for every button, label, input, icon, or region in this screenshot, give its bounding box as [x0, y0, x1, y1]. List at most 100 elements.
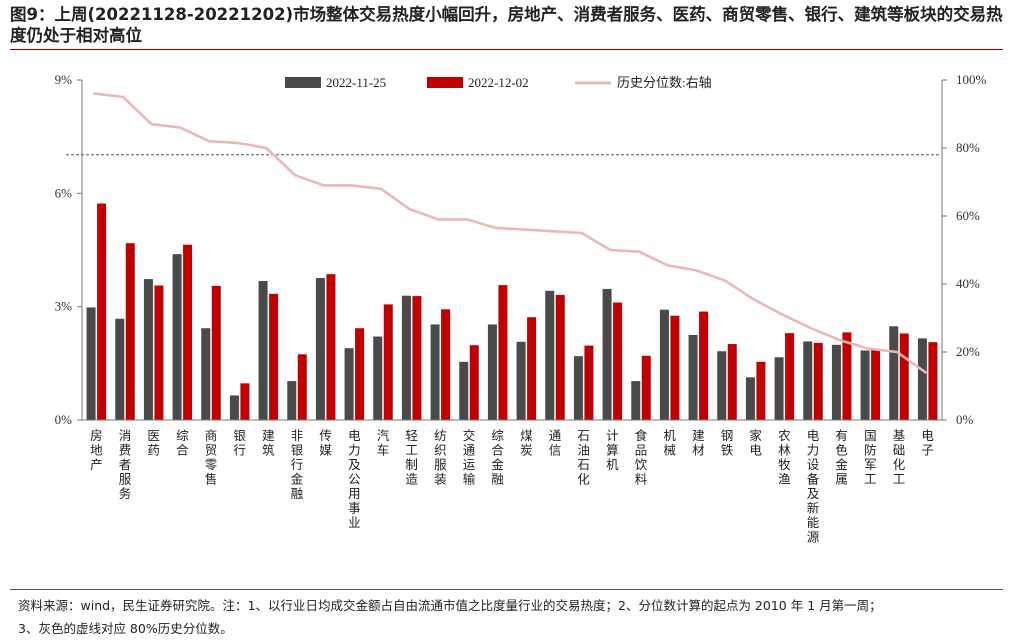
bar-2022-12-02-电力及公用事业: [355, 328, 365, 420]
category-label-char: 械: [663, 443, 676, 458]
category-label-char: 业: [348, 515, 361, 530]
category-label-char: 料: [635, 472, 648, 487]
category-label-char: 机: [606, 457, 619, 472]
bar-2022-12-02-煤炭: [527, 317, 537, 420]
category-label-char: 工: [405, 443, 418, 458]
category-label-char: 及: [348, 457, 361, 472]
category-label-char: 铁: [721, 443, 734, 458]
bar-2022-12-02-家电: [756, 361, 766, 420]
category-label-char: 地: [90, 443, 103, 458]
bar-2022-12-02-电子: [928, 342, 938, 420]
category-label-char: 油: [577, 443, 590, 458]
category-label-char: 者: [119, 457, 132, 472]
bar-2022-11-25-综合: [172, 254, 182, 420]
category-label-char: 炭: [520, 443, 533, 458]
category-label-char: 源: [807, 530, 820, 545]
category-label-char: 行: [233, 443, 246, 458]
bar-2022-12-02-机械: [670, 315, 680, 420]
bar-2022-12-02-银行: [240, 383, 250, 420]
bar-2022-12-02-建材: [699, 311, 709, 420]
bar-2022-11-25-轻工制造: [401, 295, 411, 420]
category-label-char: 商: [205, 428, 218, 443]
category-label-char: 防: [864, 443, 877, 458]
category-label-char: 备: [807, 472, 820, 487]
category-label-char: 煤: [520, 428, 533, 443]
bar-2022-12-02-通信: [555, 294, 565, 420]
category-label-char: 行: [291, 457, 304, 472]
bar-2022-11-25-家电: [745, 377, 755, 420]
bar-2022-11-25-计算机: [602, 288, 612, 420]
right-tick-label: 60%: [956, 208, 980, 223]
bar-2022-11-25-电力及公用事业: [344, 348, 354, 420]
category-label-char: 产: [90, 457, 103, 472]
category-label-char: 工: [893, 472, 906, 487]
bar-2022-11-25-电力设备及新能源: [803, 341, 813, 420]
category-label-char: 电: [921, 428, 934, 443]
bar-2022-11-25-通信: [545, 290, 555, 420]
category-label-char: 品: [635, 443, 648, 458]
bar-2022-11-25-传媒: [315, 277, 325, 420]
category-label-char: 筑: [262, 443, 275, 458]
bar-2022-11-25-银行: [229, 395, 239, 420]
category-label-char: 制: [405, 457, 418, 472]
category-label-char: 机: [663, 428, 676, 443]
category-label-char: 金: [291, 472, 304, 487]
bar-2022-11-25-食品饮料: [631, 381, 641, 420]
category-label-char: 家: [749, 428, 762, 443]
right-tick-label: 0%: [956, 412, 974, 427]
category-label-char: 子: [921, 443, 934, 458]
category-label-char: 石: [577, 457, 590, 472]
category-label-char: 石: [577, 428, 590, 443]
bar-2022-11-25-非银行金融: [287, 381, 297, 420]
bar-2022-11-25-消费者服务: [115, 318, 125, 420]
category-label-char: 传: [319, 428, 332, 443]
percentile-line: [93, 92, 927, 374]
category-label-char: 造: [405, 472, 418, 487]
category-label-char: 色: [835, 443, 848, 458]
bar-2022-11-25-电子: [917, 338, 927, 420]
bar-2022-12-02-非银行金融: [297, 354, 307, 420]
bar-2022-12-02-纺织服装: [441, 309, 451, 420]
chart-title: 图9：上周(20221128-20221202)市场整体交易热度小幅回升，房地产…: [10, 5, 1003, 45]
category-label-char: 通: [463, 443, 476, 458]
category-label-char: 贸: [205, 443, 218, 458]
bar-2022-12-02-房地产: [97, 203, 107, 420]
bar-2022-11-25-有色金属: [831, 344, 841, 420]
source-note-line-1: 资料来源：wind，民生证券研究院。注：1、以行业日均成交金额占自由流通市值之比…: [18, 598, 882, 613]
bar-2022-12-02-电力设备及新能源: [813, 342, 823, 420]
bar-2022-12-02-医药: [154, 285, 164, 420]
category-label-char: 综: [176, 428, 189, 443]
category-label-char: 事: [348, 501, 361, 516]
category-label-char: 银: [291, 443, 304, 458]
bar-2022-11-25-建材: [688, 335, 698, 420]
category-label-char: 消: [119, 428, 132, 443]
right-tick-label: 80%: [956, 140, 980, 155]
right-tick-label: 20%: [956, 344, 980, 359]
category-label-char: 基: [893, 428, 906, 443]
category-label-char: 务: [119, 486, 132, 501]
category-label-char: 有: [835, 428, 848, 443]
bar-2022-12-02-基础化工: [899, 333, 909, 420]
category-label-char: 林: [778, 443, 791, 458]
category-label-char: 新: [807, 501, 820, 516]
category-label-char: 信: [549, 443, 562, 458]
category-label-char: 公: [348, 472, 361, 487]
bar-2022-12-02-计算机: [613, 302, 623, 420]
category-label-char: 电: [749, 443, 762, 458]
category-label-char: 工: [864, 472, 877, 487]
bar-2022-12-02-商贸零售: [211, 285, 221, 420]
category-label-char: 输: [463, 472, 476, 487]
legend-label: 历史分位数:右轴: [617, 75, 712, 90]
category-label-char: 力: [348, 443, 361, 458]
category-label-char: 融: [491, 472, 504, 487]
bar-2022-11-25-商贸零售: [201, 328, 211, 420]
category-label-char: 融: [291, 486, 304, 501]
bar-2022-11-25-煤炭: [516, 341, 526, 420]
category-label-char: 金: [835, 457, 848, 472]
bar-2022-12-02-国防军工: [871, 349, 881, 420]
left-tick-label: 0%: [55, 412, 73, 427]
bar-2022-12-02-建筑: [269, 293, 279, 420]
category-label-char: 电: [348, 428, 361, 443]
category-label-char: 国: [864, 428, 877, 443]
category-label-char: 合: [491, 443, 504, 458]
